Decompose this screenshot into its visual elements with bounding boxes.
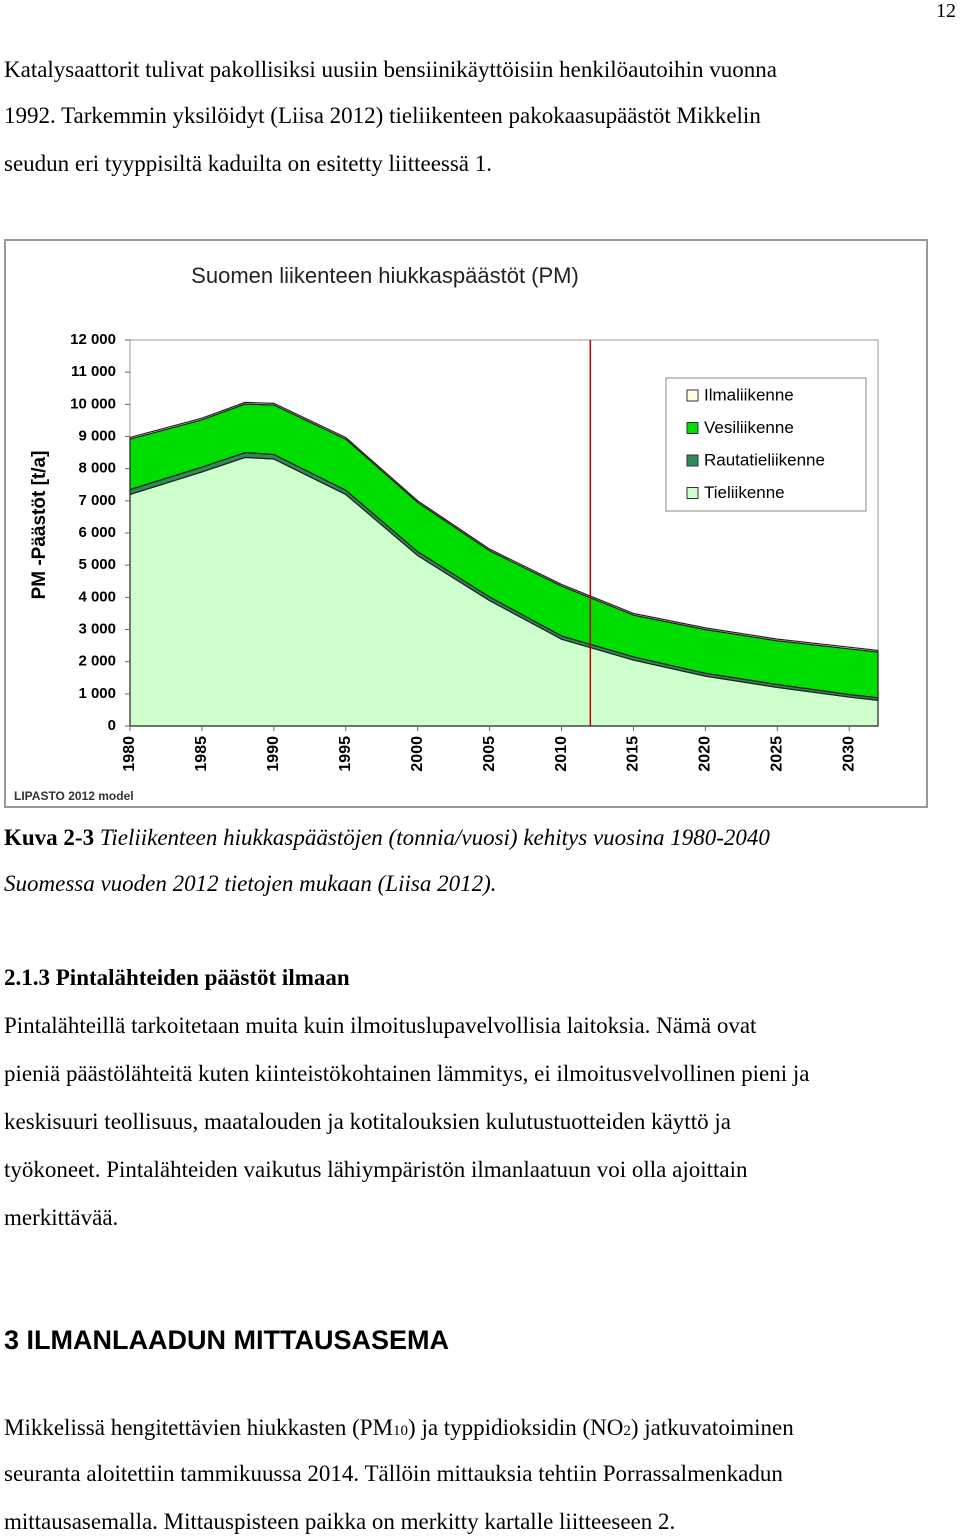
body-text: merkittävää. xyxy=(4,1205,119,1230)
legend-label: Ilmaliikenne xyxy=(704,385,794,404)
body-text: mittausasemalla. Mittauspisteen paikka o… xyxy=(4,1509,675,1535)
y-tick-label: 1 000 xyxy=(78,685,116,702)
section-heading: 3 ILMANLAADUN MITTAUSASEMA xyxy=(4,1325,449,1355)
legend-swatch xyxy=(686,454,699,467)
section-heading: 2.1.3 Pintalähteiden päästöt ilmaan xyxy=(4,965,350,990)
legend-swatch xyxy=(686,487,699,499)
legend-label: Tieliikenne xyxy=(704,483,785,502)
body-text: Katalysaattorit tulivat pakollisiksi uus… xyxy=(4,57,777,82)
figure-caption: Suomessa vuoden 2012 tietojen mukaan (Li… xyxy=(4,871,497,896)
body-text: työkoneet. Pintalähteiden vaikutus lähiy… xyxy=(4,1157,748,1182)
x-tick-label: 2005 xyxy=(481,736,498,772)
text-run: seuranta aloitettiin tammikuussa 2014. T… xyxy=(4,1461,783,1486)
subscript: 2 xyxy=(623,1423,631,1439)
y-tick-label: 6 000 xyxy=(78,524,116,541)
y-tick-label: 10 000 xyxy=(70,395,116,412)
x-tick-label: 1980 xyxy=(121,736,138,772)
legend-swatch xyxy=(686,389,699,402)
body-text: Mikkelissä hengitettävien hiukkasten (PM… xyxy=(4,1415,794,1444)
y-tick-label: 3 000 xyxy=(78,620,116,637)
y-tick-label: 2 000 xyxy=(78,653,116,670)
text-run: ) ja typpidioksidin (NO xyxy=(408,1415,624,1440)
page-number: 12 xyxy=(936,0,956,22)
text-run: ) jatkuvatoiminen xyxy=(630,1415,794,1440)
y-tick-label: 0 xyxy=(108,717,116,734)
caption-text: Tieliikenteen hiukkaspäästöjen (tonnia/v… xyxy=(99,825,770,850)
body-text: 1992. Tarkemmin yksilöidyt (Liisa 2012) … xyxy=(4,103,761,128)
x-tick-label: 2000 xyxy=(409,736,426,772)
subscript: 10 xyxy=(393,1423,409,1439)
legend-box xyxy=(665,377,867,512)
y-tick-label: 7 000 xyxy=(78,492,116,509)
x-tick-label: 2010 xyxy=(553,736,570,772)
body-text: pieniä päästölähteitä kuten kiinteistöko… xyxy=(4,1061,810,1086)
caption-label: Kuva 2-3 xyxy=(4,825,95,850)
text-run: Mikkelissä hengitettävien hiukkasten (PM xyxy=(4,1415,394,1440)
legend-label: Vesiliikenne xyxy=(704,418,794,437)
y-tick-label: 9 000 xyxy=(78,427,116,444)
x-tick-label: 1990 xyxy=(265,736,282,772)
text-run: mittausasemalla. Mittauspisteen paikka o… xyxy=(4,1509,676,1534)
y-axis-label: PM -Päästöt [t/a] xyxy=(29,451,50,600)
x-tick-label: 2025 xyxy=(769,736,786,772)
body-text: seuranta aloitettiin tammikuussa 2014. T… xyxy=(4,1461,783,1487)
y-tick-label: 5 000 xyxy=(78,556,116,573)
x-tick-label: 2020 xyxy=(697,736,714,772)
body-text: Pintalähteillä tarkoitetaan muita kuin i… xyxy=(4,1013,757,1038)
legend-swatch xyxy=(686,422,699,434)
x-tick-label: 2015 xyxy=(625,736,642,772)
chart: Suomen liikenteen hiukkaspäästöt (PM) PM… xyxy=(4,239,928,808)
body-text: seudun eri tyyppisiltä kaduilta on esite… xyxy=(4,151,493,176)
area xyxy=(129,401,879,653)
y-tick-label: 8 000 xyxy=(78,460,116,477)
x-tick-label: 1995 xyxy=(337,736,354,772)
x-tick-label: 1985 xyxy=(193,736,210,772)
x-tick-label: 2030 xyxy=(840,736,857,772)
y-tick-label: 12 000 xyxy=(70,331,116,348)
y-tick-label: 4 000 xyxy=(78,588,116,605)
y-tick-label: 11 000 xyxy=(71,363,116,380)
legend-label: Rautatieliikenne xyxy=(704,450,825,469)
source-note: LIPASTO 2012 model xyxy=(14,789,134,803)
body-text: keskisuuri teollisuus, maatalouden ja ko… xyxy=(4,1109,731,1134)
figure-caption: Kuva 2-3 Tieliikenteen hiukkaspäästöjen … xyxy=(4,825,770,851)
chart-title: Suomen liikenteen hiukkaspäästöt (PM) xyxy=(191,263,579,288)
